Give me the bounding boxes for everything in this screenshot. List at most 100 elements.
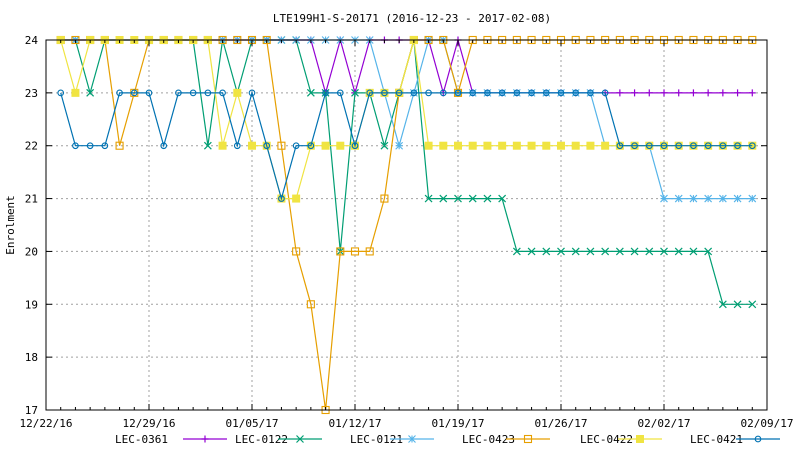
data-point <box>233 88 242 97</box>
legend-label: LEC-0423 <box>462 433 515 446</box>
data-point <box>71 88 80 97</box>
data-point <box>86 142 94 150</box>
data-point <box>350 247 360 256</box>
data-point <box>498 194 507 203</box>
data-point <box>719 89 727 97</box>
legend-entry: LEC-0423 <box>462 433 550 446</box>
data-point <box>675 89 683 97</box>
data-point <box>454 89 462 97</box>
data-point <box>660 142 668 150</box>
data-point <box>219 89 226 97</box>
data-point <box>145 89 153 97</box>
data-point <box>630 247 639 256</box>
data-point <box>57 89 65 97</box>
legend-marker <box>296 435 304 443</box>
data-point <box>601 141 610 150</box>
data-point <box>424 141 433 150</box>
data-point <box>498 141 507 150</box>
data-point <box>734 89 742 97</box>
data-point <box>175 89 182 97</box>
data-point <box>601 247 610 256</box>
legend-entry: LEC-0122 <box>235 433 322 446</box>
data-point <box>454 141 462 150</box>
data-point <box>660 89 668 97</box>
legend-marker <box>201 435 209 443</box>
data-point <box>336 89 344 97</box>
data-point <box>101 142 109 150</box>
data-point <box>454 194 462 203</box>
legend-label: LEC-0421 <box>690 433 743 446</box>
data-point <box>557 141 565 150</box>
series-lec-0122 <box>56 36 757 309</box>
data-point <box>395 141 404 150</box>
data-point <box>645 247 654 256</box>
data-point <box>130 89 138 97</box>
data-point <box>365 247 374 256</box>
data-point <box>660 247 668 256</box>
data-point <box>468 194 477 203</box>
data-point <box>484 89 491 97</box>
data-point <box>468 141 477 150</box>
legend-label: LEC-0122 <box>235 433 288 446</box>
data-point <box>439 141 448 150</box>
x-tick-label: 01/19/17 <box>432 417 485 430</box>
legend-marker <box>408 435 416 443</box>
x-tick-label: 12/22/16 <box>20 417 73 430</box>
y-tick-label: 20 <box>25 245 38 258</box>
series-lec-0421 <box>57 89 756 202</box>
data-point <box>542 89 550 97</box>
x-tick-label: 02/09/17 <box>741 417 794 430</box>
data-point <box>542 141 551 150</box>
data-point <box>733 194 742 203</box>
data-point <box>571 247 580 256</box>
data-point <box>718 194 727 203</box>
y-tick-label: 24 <box>25 34 39 47</box>
legend-marker <box>636 435 644 443</box>
data-point <box>601 89 609 97</box>
data-point <box>336 247 345 256</box>
axis-ticks <box>45 39 768 411</box>
series-line <box>60 39 753 411</box>
legend-label: LEC-0361 <box>115 433 168 446</box>
data-point <box>336 141 345 150</box>
data-point <box>557 89 565 97</box>
data-point <box>512 141 521 150</box>
data-point <box>527 141 536 150</box>
data-point <box>483 194 492 203</box>
data-point <box>631 89 639 97</box>
y-axis-label: Enrolment <box>4 195 17 255</box>
series-line <box>60 39 753 200</box>
data-point <box>116 89 123 97</box>
data-point <box>380 141 389 150</box>
data-point <box>115 141 124 150</box>
data-point <box>542 247 551 256</box>
y-tick-label: 17 <box>25 404 38 417</box>
data-point <box>704 247 713 256</box>
data-point <box>557 247 565 256</box>
data-point <box>645 89 653 97</box>
data-point <box>615 247 624 256</box>
x-tick-label: 02/02/17 <box>638 417 691 430</box>
data-point <box>189 89 197 97</box>
data-point <box>380 194 389 203</box>
x-tick-label: 12/29/16 <box>123 417 176 430</box>
data-point <box>704 142 712 150</box>
data-point <box>292 194 301 203</box>
data-point <box>322 89 329 97</box>
data-point <box>483 141 492 150</box>
legend-entry: LEC-0422 <box>580 433 662 446</box>
data-point <box>439 194 448 203</box>
data-point <box>512 247 521 256</box>
data-point <box>689 89 697 97</box>
data-point <box>748 142 756 150</box>
data-point <box>748 300 757 309</box>
legend-marker <box>754 435 762 443</box>
data-point <box>690 142 697 150</box>
data-point <box>660 194 668 203</box>
data-point <box>689 247 698 256</box>
data-point <box>204 89 212 97</box>
data-point <box>748 194 757 203</box>
series-line <box>60 39 753 305</box>
